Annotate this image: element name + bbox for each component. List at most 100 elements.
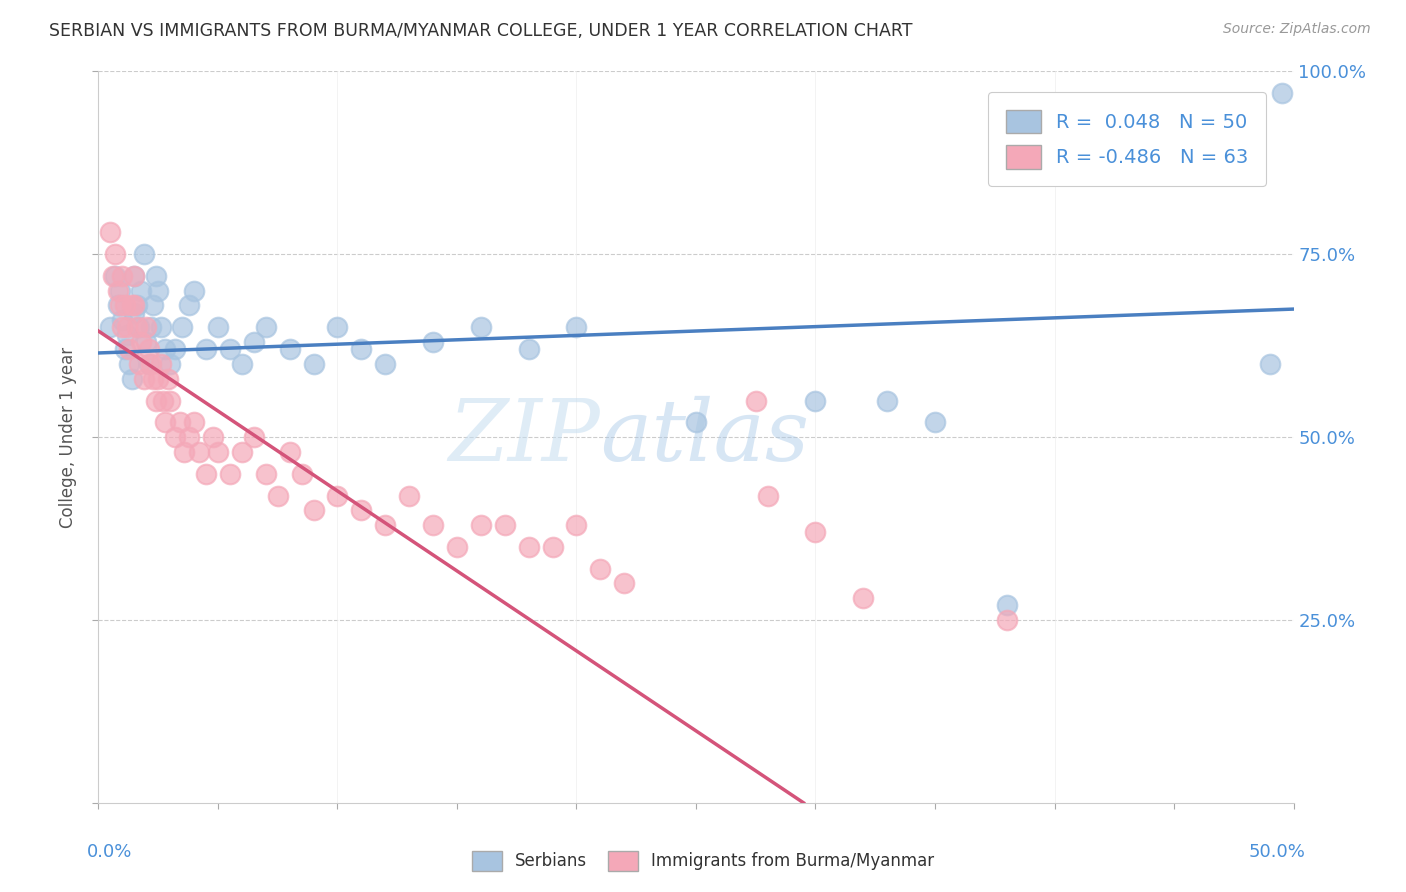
Point	[183, 284, 205, 298]
Point	[159, 393, 181, 408]
Text: Source: ZipAtlas.com: Source: ZipAtlas.com	[1223, 22, 1371, 37]
Point	[115, 320, 138, 334]
Point	[254, 467, 277, 481]
Point	[135, 334, 157, 349]
Point	[124, 306, 146, 320]
Point	[145, 393, 167, 408]
Point	[148, 371, 170, 385]
Point	[118, 357, 141, 371]
Point	[350, 343, 373, 357]
Point	[107, 284, 129, 298]
Point	[995, 613, 1018, 627]
Point	[852, 591, 875, 605]
Point	[398, 489, 420, 503]
Point	[745, 393, 768, 408]
Point	[302, 357, 325, 371]
Point	[132, 371, 155, 385]
Point	[756, 489, 779, 503]
Point	[446, 540, 468, 554]
Point	[219, 467, 242, 481]
Point	[139, 320, 162, 334]
Point	[470, 517, 492, 532]
Point	[149, 320, 172, 334]
Point	[138, 357, 160, 371]
Point	[202, 430, 225, 444]
Point	[128, 320, 150, 334]
Point	[138, 343, 160, 357]
Point	[565, 517, 588, 532]
Point	[98, 225, 122, 239]
Point	[159, 357, 181, 371]
Text: atlas: atlas	[600, 396, 810, 478]
Point	[172, 320, 194, 334]
Point	[278, 343, 301, 357]
Point	[121, 371, 143, 385]
Point	[291, 467, 314, 481]
Point	[231, 357, 253, 371]
Point	[125, 298, 148, 312]
Point	[104, 247, 127, 261]
Point	[108, 298, 131, 312]
Point	[589, 562, 612, 576]
Point	[125, 320, 148, 334]
Point	[422, 517, 444, 532]
Point	[163, 430, 186, 444]
Point	[132, 247, 155, 261]
Point	[179, 298, 201, 312]
Point	[278, 444, 301, 458]
Point	[111, 320, 134, 334]
Point	[517, 343, 540, 357]
Point	[207, 444, 229, 458]
Point	[131, 334, 153, 349]
Point	[173, 444, 195, 458]
Point	[108, 284, 131, 298]
Point	[267, 489, 290, 503]
Point	[1271, 87, 1294, 101]
Point	[101, 269, 124, 284]
Legend: Serbians, Immigrants from Burma/Myanmar: Serbians, Immigrants from Burma/Myanmar	[464, 842, 942, 880]
Point	[142, 298, 165, 312]
Point	[163, 343, 186, 357]
Point	[131, 284, 153, 298]
Point	[118, 343, 141, 357]
Point	[995, 599, 1018, 613]
Point	[350, 503, 373, 517]
Point	[111, 313, 134, 327]
Point	[148, 284, 170, 298]
Point	[470, 320, 492, 334]
Point	[145, 269, 167, 284]
Point	[124, 298, 146, 312]
Point	[156, 371, 179, 385]
Point	[124, 269, 146, 284]
Point	[179, 430, 201, 444]
Point	[169, 416, 191, 430]
Point	[155, 416, 177, 430]
Point	[374, 357, 396, 371]
Point	[114, 298, 136, 312]
Point	[155, 343, 177, 357]
Point	[104, 269, 127, 284]
Point	[326, 489, 349, 503]
Point	[804, 525, 827, 540]
Point	[219, 343, 242, 357]
Legend: R =  0.048   N = 50, R = -0.486   N = 63: R = 0.048 N = 50, R = -0.486 N = 63	[988, 92, 1265, 186]
Point	[121, 298, 143, 312]
Point	[107, 298, 129, 312]
Point	[149, 357, 172, 371]
Point	[183, 416, 205, 430]
Point	[565, 320, 588, 334]
Point	[195, 467, 218, 481]
Point	[98, 320, 122, 334]
Point	[139, 357, 162, 371]
Point	[115, 327, 138, 342]
Point	[613, 576, 636, 591]
Point	[111, 269, 134, 284]
Text: ZIP: ZIP	[449, 396, 600, 478]
Point	[685, 416, 707, 430]
Point	[302, 503, 325, 517]
Point	[231, 444, 253, 458]
Point	[422, 334, 444, 349]
Point	[326, 320, 349, 334]
Point	[494, 517, 516, 532]
Point	[152, 393, 174, 408]
